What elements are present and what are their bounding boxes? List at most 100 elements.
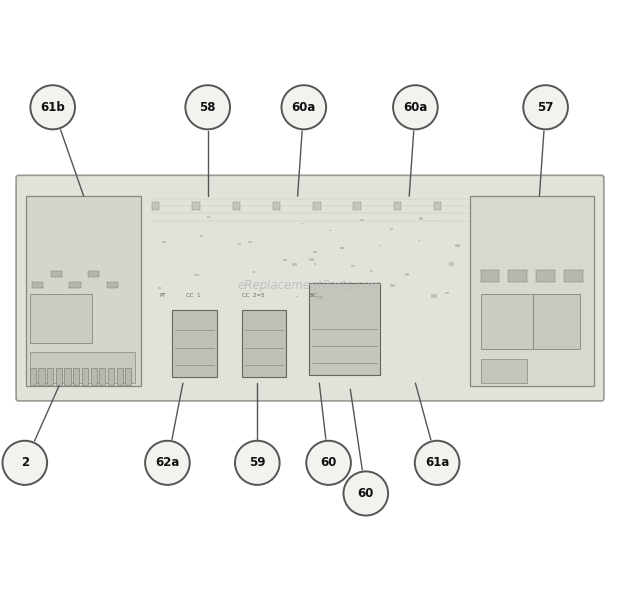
Text: BIC: BIC [309, 293, 318, 298]
Circle shape [145, 441, 190, 485]
Bar [56, 368, 62, 385]
Bar [313, 202, 321, 210]
Circle shape [185, 85, 230, 129]
Bar [26, 196, 141, 386]
Circle shape [281, 85, 326, 129]
Text: eReplacementParts.com: eReplacementParts.com [238, 278, 382, 292]
Bar [30, 294, 92, 343]
Bar [405, 273, 409, 275]
Bar [82, 368, 88, 385]
Bar [162, 241, 166, 243]
Bar [309, 257, 314, 261]
Bar [353, 202, 361, 210]
Bar [341, 247, 344, 249]
Bar [273, 202, 280, 210]
Bar [158, 287, 161, 289]
Text: CC  2=5: CC 2=5 [242, 293, 264, 298]
Bar [238, 243, 242, 245]
Bar [351, 265, 355, 267]
Bar [47, 368, 53, 385]
Bar [125, 368, 131, 385]
Circle shape [343, 471, 388, 516]
Bar [431, 294, 436, 297]
Bar [470, 196, 594, 386]
Bar [301, 223, 303, 224]
Bar [73, 368, 79, 385]
Text: PT: PT [160, 293, 166, 298]
Bar [232, 202, 240, 210]
Bar [445, 292, 449, 294]
Bar [296, 296, 298, 297]
Bar [508, 270, 527, 282]
Bar [370, 270, 373, 272]
Bar [88, 271, 99, 277]
Circle shape [415, 441, 459, 485]
Bar [107, 282, 118, 288]
Bar [64, 368, 71, 385]
Bar [360, 219, 364, 221]
Text: 57: 57 [538, 101, 554, 114]
Bar [329, 230, 332, 232]
Text: 60: 60 [358, 487, 374, 500]
Bar [379, 245, 381, 246]
Bar [533, 294, 580, 349]
Bar [69, 282, 81, 288]
Text: 60a: 60a [291, 101, 316, 114]
Bar [434, 202, 441, 210]
Bar [445, 226, 446, 227]
Circle shape [393, 85, 438, 129]
Bar [390, 284, 395, 286]
Bar [91, 368, 97, 385]
Text: 62a: 62a [155, 456, 180, 470]
Bar [108, 368, 114, 385]
Bar [192, 202, 200, 210]
Bar [117, 368, 123, 385]
Text: 60a: 60a [403, 101, 428, 114]
Bar [292, 263, 298, 266]
Bar [317, 296, 322, 299]
Bar [248, 241, 252, 243]
Bar [252, 271, 255, 273]
Bar [480, 359, 527, 383]
Bar [449, 262, 454, 265]
Bar [32, 282, 43, 288]
Bar [245, 280, 247, 281]
Text: 58: 58 [200, 101, 216, 114]
Bar [309, 283, 380, 375]
Bar [172, 310, 217, 377]
Bar [536, 270, 555, 282]
Bar [431, 220, 433, 221]
Bar [480, 294, 533, 349]
Bar [419, 218, 423, 219]
Bar [418, 240, 420, 242]
Bar [455, 243, 461, 247]
Text: CC  1: CC 1 [186, 293, 200, 298]
Text: 59: 59 [249, 456, 265, 470]
Text: 2: 2 [20, 456, 29, 470]
Bar [51, 271, 62, 277]
Bar [99, 368, 105, 385]
Bar [314, 264, 316, 265]
Bar [30, 368, 36, 385]
Circle shape [235, 441, 280, 485]
Bar [390, 227, 393, 229]
Circle shape [30, 85, 75, 129]
Bar [314, 251, 317, 253]
Bar [38, 368, 45, 385]
Bar [394, 202, 401, 210]
Circle shape [306, 441, 351, 485]
Text: 60: 60 [321, 456, 337, 470]
Circle shape [523, 85, 568, 129]
Bar [283, 259, 286, 261]
Bar [152, 202, 159, 210]
Bar [340, 246, 343, 249]
Text: 61a: 61a [425, 456, 450, 470]
Bar [207, 216, 210, 218]
Bar [480, 270, 499, 282]
Bar [195, 273, 198, 276]
Bar [30, 352, 135, 383]
Circle shape [2, 441, 47, 485]
FancyBboxPatch shape [16, 175, 604, 401]
Text: 61b: 61b [40, 101, 65, 114]
Bar [200, 235, 203, 237]
